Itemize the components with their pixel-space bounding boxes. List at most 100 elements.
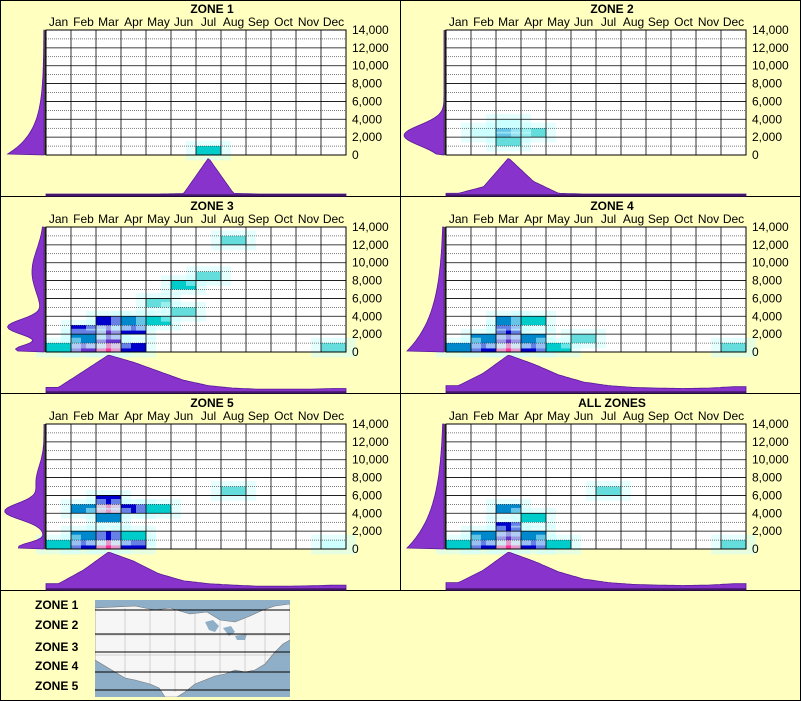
- month-tick-label: Feb: [473, 15, 494, 29]
- heat-cell: [196, 271, 221, 281]
- heat-cell: [321, 540, 346, 549]
- zone-boundaries: [95, 609, 290, 691]
- month-tick-label: Sep: [248, 15, 270, 29]
- month-distribution-area: [445, 158, 747, 197]
- elevation-distribution-area: [6, 29, 45, 156]
- month-tick-label: Sep: [648, 409, 670, 423]
- month-tick-label: Dec: [323, 409, 344, 423]
- heat-cell: [146, 298, 171, 308]
- elevation-tick-label: 2,000: [352, 130, 382, 144]
- month-tick-label: Apr: [524, 212, 543, 226]
- heat-cell: [546, 540, 571, 549]
- elevation-tick-label: 12,000: [352, 238, 389, 252]
- heat-cell: [171, 280, 196, 290]
- elevation-tick-label: 8,000: [352, 274, 382, 288]
- elevation-tick-label: 2,000: [752, 524, 782, 538]
- elevation-tick-label: 4,000: [352, 112, 382, 126]
- heat-cell: [46, 540, 71, 549]
- heatmap-panel-3: ZONE 3 Jan Feb Mar Apr May Jun Jul Aug Sep Oct Nov D…: [7, 199, 389, 394]
- heat-cell: [146, 504, 171, 514]
- panel-title: ZONE 1: [190, 2, 234, 16]
- month-distribution-area: [445, 354, 747, 394]
- elevation-distribution-area: [406, 423, 445, 550]
- elevation-tick-label: 4,000: [752, 506, 782, 520]
- month-tick-label: May: [547, 212, 570, 226]
- month-tick-label: Nov: [698, 409, 719, 423]
- elevation-tick-label: 4,000: [752, 112, 782, 126]
- elevation-tick-label: 4,000: [352, 506, 382, 520]
- month-tick-label: Jun: [574, 212, 593, 226]
- month-tick-label: May: [547, 15, 570, 29]
- elevation-distribution-area: [406, 226, 445, 353]
- month-tick-label: Dec: [723, 212, 744, 226]
- plot-border: [445, 29, 747, 156]
- elevation-tick-label: 4,000: [752, 309, 782, 323]
- month-tick-label: Apr: [124, 409, 143, 423]
- heat-cell: [496, 316, 521, 326]
- elevation-tick-label: 10,000: [752, 256, 789, 270]
- month-tick-label: May: [147, 15, 170, 29]
- heat-cell: [496, 137, 521, 147]
- month-tick-label: Dec: [723, 15, 744, 29]
- heat-cell: [446, 343, 471, 352]
- map-land: [95, 603, 290, 697]
- month-distribution-area: [45, 354, 347, 394]
- heat-cell: [146, 316, 171, 326]
- zone-map: [95, 600, 290, 697]
- month-tick-label: Jul: [201, 15, 216, 29]
- month-tick-label: Nov: [298, 15, 319, 29]
- elevation-tick-label: 0: [752, 542, 759, 556]
- month-tick-label: May: [147, 409, 170, 423]
- month-tick-label: Oct: [274, 15, 293, 29]
- month-tick-label: Jan: [49, 15, 68, 29]
- month-tick-label: Apr: [124, 212, 143, 226]
- month-tick-label: May: [547, 409, 570, 423]
- month-tick-label: Feb: [473, 212, 494, 226]
- elevation-tick-label: 14,000: [752, 417, 789, 431]
- heat-cell: [471, 531, 496, 541]
- month-tick-label: Sep: [248, 212, 270, 226]
- month-tick-label: Dec: [323, 15, 344, 29]
- panel-title: ZONE 3: [190, 199, 234, 213]
- month-tick-label: Mar: [98, 409, 119, 423]
- elevation-tick-label: 14,000: [352, 417, 389, 431]
- elevation-tick-label: 8,000: [752, 77, 782, 91]
- month-tick-label: Feb: [73, 15, 94, 29]
- elevation-tick-label: 8,000: [752, 274, 782, 288]
- month-tick-label: Aug: [223, 409, 244, 423]
- month-tick-label: Oct: [674, 15, 693, 29]
- heat-cell: [521, 128, 546, 138]
- legend-zone-4-label: ZONE 4: [35, 659, 79, 673]
- heat-cell: [46, 343, 71, 352]
- month-distribution-area: [45, 158, 347, 197]
- elevation-tick-label: 2,000: [752, 327, 782, 341]
- heat-cell: [596, 486, 621, 496]
- month-tick-label: Mar: [98, 212, 119, 226]
- elevation-tick-label: 2,000: [352, 524, 382, 538]
- month-tick-label: Nov: [298, 212, 319, 226]
- month-tick-label: Feb: [73, 212, 94, 226]
- heat-cell: [196, 146, 221, 155]
- month-tick-label: Nov: [698, 15, 719, 29]
- elevation-tick-label: 8,000: [752, 471, 782, 485]
- elevation-tick-label: 6,000: [752, 488, 782, 502]
- elevation-tick-label: 0: [352, 345, 359, 359]
- month-tick-label: Apr: [524, 409, 543, 423]
- plot-border: [45, 423, 347, 550]
- elevation-tick-label: 12,000: [352, 41, 389, 55]
- month-tick-label: Nov: [698, 212, 719, 226]
- heat-cell: [546, 343, 571, 352]
- plot-border: [45, 226, 347, 353]
- elevation-tick-label: 12,000: [752, 435, 789, 449]
- elevation-tick-label: 12,000: [352, 435, 389, 449]
- heat-cell: [121, 531, 146, 541]
- month-tick-label: Dec: [323, 212, 344, 226]
- heat-cell: [71, 334, 96, 344]
- month-tick-label: May: [147, 212, 170, 226]
- elevation-tick-label: 0: [752, 148, 759, 162]
- heat-cell: [96, 513, 121, 523]
- heat-cell: [121, 504, 146, 514]
- heat-cell: [571, 334, 596, 344]
- month-tick-label: Jan: [49, 212, 68, 226]
